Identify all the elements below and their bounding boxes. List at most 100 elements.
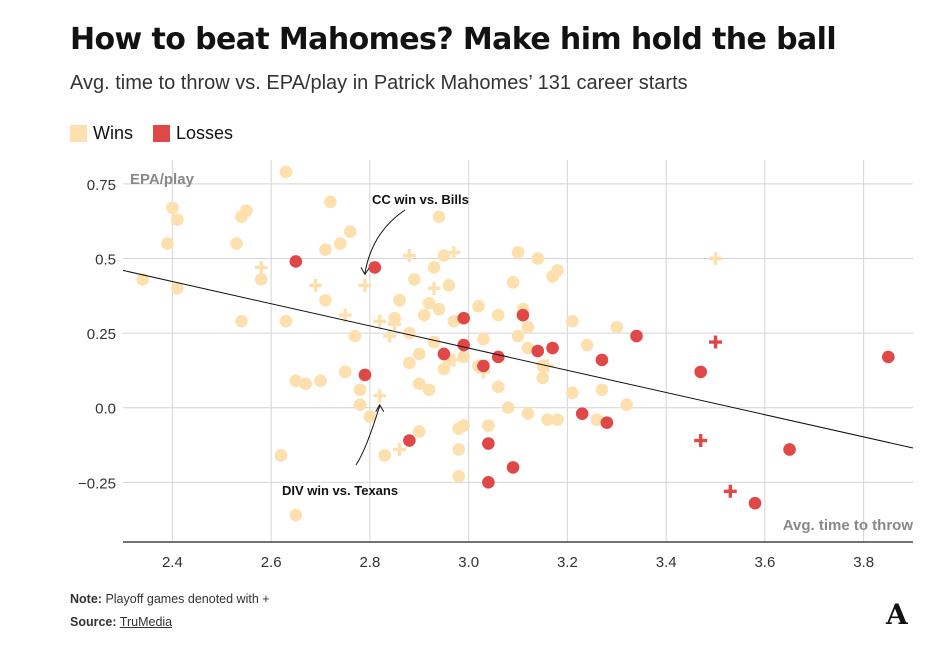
win-point: [551, 413, 564, 426]
win-point: [432, 302, 446, 316]
x-tick-label: 3.2: [557, 554, 578, 571]
x-tick-label: 3.0: [458, 554, 479, 571]
trendline: [122, 269, 914, 449]
loss-point: [694, 365, 707, 379]
legend-swatch-losses: [153, 125, 170, 142]
loss-point: [482, 437, 495, 450]
loss-point: [437, 347, 451, 361]
win-point: [230, 237, 243, 250]
win-point: [422, 383, 436, 397]
loss-point: [358, 368, 372, 382]
legend-label-losses: Losses: [176, 123, 234, 143]
win-point: [457, 350, 470, 364]
loss-point: [546, 341, 559, 355]
win-point: [363, 410, 377, 423]
win-point: [348, 329, 362, 343]
win-point: [161, 237, 174, 250]
loss-point: [368, 261, 382, 274]
legend-item-wins: Wins: [70, 123, 133, 144]
win-point: [566, 314, 579, 328]
win-playoff-point: [254, 260, 268, 274]
win-point: [136, 273, 150, 286]
win-point: [408, 273, 421, 286]
win-point: [620, 398, 633, 412]
loss-point: [575, 407, 589, 420]
win-playoff-point: [709, 251, 722, 265]
y-axis-title: EPA/play: [130, 171, 195, 188]
annotation-arrow-texans: [355, 405, 381, 466]
loss-point: [477, 359, 490, 373]
win-point: [279, 165, 293, 179]
loss-point: [600, 416, 614, 429]
win-point: [566, 386, 579, 400]
y-tick-label: 0.25: [87, 326, 116, 343]
win-playoff-point: [427, 281, 441, 295]
loss-point: [748, 496, 762, 510]
athletic-logo: A: [886, 598, 908, 631]
x-tick-label: 2.8: [359, 554, 380, 571]
win-point: [412, 347, 426, 361]
note-text: Playoff games denoted with +: [105, 592, 270, 606]
win-point: [472, 299, 485, 313]
loss-point: [457, 338, 470, 352]
x-axis-title: Avg. time to throw: [783, 517, 914, 534]
loss-point: [531, 344, 545, 358]
win-point: [254, 273, 268, 286]
win-point: [511, 329, 525, 343]
legend-label-wins: Wins: [93, 123, 133, 143]
win-point: [319, 293, 332, 307]
annotation-arrowhead-texans: [375, 403, 385, 413]
win-point: [521, 320, 535, 334]
loss-point: [506, 461, 520, 474]
win-point: [289, 374, 303, 388]
loss-point: [403, 434, 416, 447]
win-point: [595, 383, 609, 397]
win-point: [580, 338, 594, 352]
win-point: [319, 243, 332, 256]
win-point: [412, 425, 426, 438]
win-playoff-point: [309, 278, 323, 292]
win-point: [447, 314, 461, 328]
win-point: [521, 341, 535, 355]
win-point: [235, 314, 248, 328]
loss-playoff-point: [723, 484, 737, 498]
win-point: [378, 449, 391, 462]
legend: Wins Losses: [70, 123, 253, 144]
x-tick-label: 2.4: [162, 554, 183, 571]
win-point: [166, 201, 179, 215]
chart-subtitle: Avg. time to throw vs. EPA/play in Patri…: [70, 72, 688, 94]
scatter-chart: 0.75 0.5 0.25 0.0 −0.25 2.4 2.6 2.8 3.0 3.2 3.4 3.6…: [78, 160, 914, 571]
annotation-texans: DIV win vs. Texans: [282, 483, 398, 498]
win-point: [412, 377, 426, 391]
win-point: [343, 225, 357, 238]
loss-playoff-point: [709, 335, 722, 349]
win-point: [442, 279, 456, 292]
win-playoff-point: [383, 329, 397, 343]
win-point: [482, 419, 495, 432]
win-playoff-point: [358, 278, 372, 292]
win-point: [536, 371, 549, 385]
loss-point: [491, 350, 505, 364]
source-link[interactable]: TruMedia: [119, 615, 173, 629]
win-point: [171, 213, 184, 226]
win-point: [393, 293, 406, 307]
annotation-arrowhead-bills: [360, 267, 370, 276]
win-playoff-point: [393, 442, 406, 456]
win-playoff-point: [447, 246, 461, 260]
loss-point: [482, 476, 495, 489]
x-tick-label: 3.8: [853, 554, 874, 571]
annotation-bills: CC win vs. Bills: [372, 192, 469, 207]
win-point: [279, 314, 293, 328]
footnote: Note: Playoff games denoted with +: [70, 592, 270, 606]
y-tick-label: 0.75: [87, 177, 116, 194]
win-point: [521, 407, 535, 420]
win-point: [432, 210, 446, 224]
legend-item-losses: Losses: [153, 123, 233, 144]
loss-point: [630, 329, 643, 343]
legend-swatch-wins: [70, 125, 87, 142]
loss-point: [882, 350, 895, 364]
win-point: [531, 252, 545, 265]
win-point: [240, 204, 253, 218]
win-point: [417, 308, 431, 322]
win-point: [289, 508, 303, 522]
